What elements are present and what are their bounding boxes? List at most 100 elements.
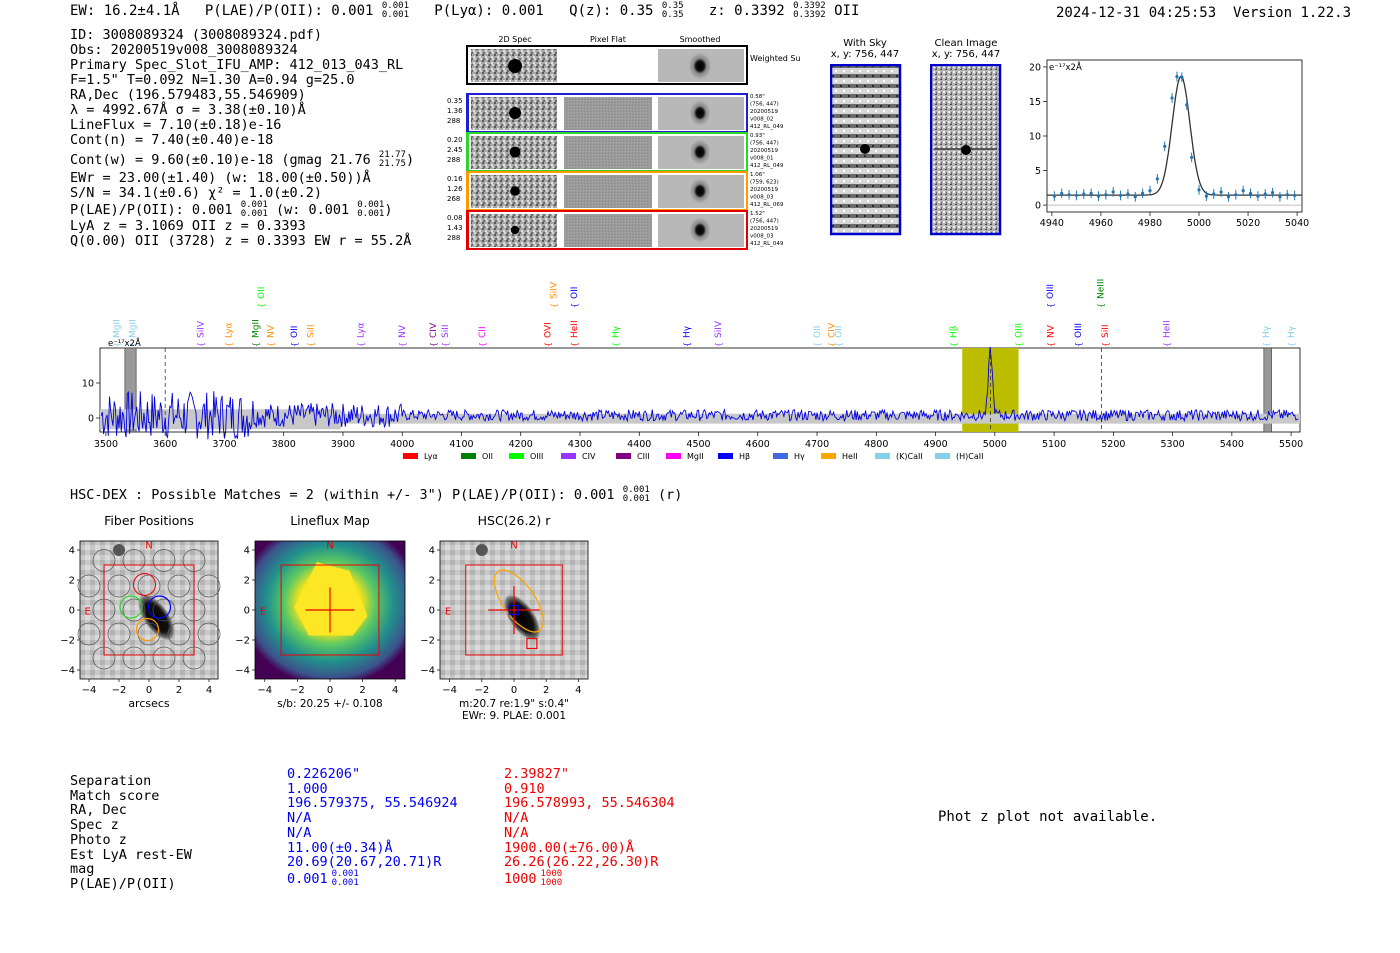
search-box (280, 564, 380, 656)
panel-ytick-label: 2 (244, 576, 250, 587)
full-xtick-label: 3700 (212, 439, 236, 450)
panel-ytick-label: 0 (69, 606, 75, 617)
legend-swatch (461, 453, 476, 459)
full-spectrum-chart: MgII {MgII {SiIV {Lyα {MgII {NV {OII {SiII {Lyα {… (82, 279, 1303, 461)
legend-swatch (718, 453, 733, 459)
zoom-point (1234, 193, 1238, 197)
cutout-row-right-label: v008_03 (750, 195, 774, 201)
match-label: P(LAE)/P(OII) (70, 875, 176, 892)
cutout-row-right-label: 20200519 (750, 226, 778, 232)
legend-label: CIV (582, 452, 596, 461)
zoom-point (1293, 193, 1297, 198)
match-value: N/A (504, 810, 529, 827)
info-primary: Primary Spec_Slot_IFU_AMP: 412_013_043_R… (70, 57, 404, 73)
neighbor-source (475, 544, 488, 556)
cutout-row-right-label: 0.93" (750, 133, 765, 139)
full-xtick-label: 3500 (94, 439, 118, 450)
line-label-upper: SiIV (549, 281, 559, 299)
line-label-tick: { (290, 342, 299, 347)
full-xtick-label: 5300 (1160, 439, 1184, 450)
cutout-row-accent (467, 94, 469, 132)
zoom-point (1141, 191, 1145, 195)
zoom-xtick-label: 4960 (1089, 218, 1113, 229)
info-obs: Obs: 20200519v008_3008089324 (70, 42, 298, 58)
panel-xtick-label: 0 (327, 685, 333, 696)
cutout-row-right-label: 412_RL_049 (750, 241, 784, 247)
line-label: CIV (429, 322, 439, 338)
with-sky-xy: x, y: 756, 447 (830, 49, 900, 60)
legend-swatch (773, 453, 788, 459)
fiber-circle (152, 549, 176, 572)
panel-xtick-label: 0 (511, 685, 517, 696)
panel-ytick-label: 4 (429, 546, 435, 557)
line-label-tick: { (251, 342, 260, 347)
line-label: Hγ (1287, 325, 1297, 338)
zoom-point (1163, 144, 1167, 148)
match-value: N/A (287, 824, 312, 841)
line-label-tick: { (478, 342, 487, 347)
line-label: Hβ (949, 325, 959, 338)
header-plae: P(LAE)/P(OII): 0.001 (204, 3, 374, 19)
panel-ytick-label: 2 (69, 576, 75, 587)
panel-ytick-label: 4 (244, 546, 250, 557)
cutout-row-right-label: v008_03 (750, 234, 774, 240)
panel-xtick-label: 2 (359, 685, 365, 696)
line-label-tick: { (113, 342, 122, 347)
header-plya: P(Lyα): 0.001 (434, 3, 544, 19)
zoom-point (1155, 177, 1159, 181)
full-xtick-label: 4000 (390, 439, 414, 450)
panel-ytick-label: −2 (235, 636, 250, 647)
match-value: N/A (287, 810, 312, 827)
full-ytick-label: 0 (88, 414, 94, 425)
match-value-bounds: 1000 1000 (540, 868, 563, 888)
match-label: mag (70, 861, 95, 878)
line-label: SiII (441, 324, 451, 338)
zoom-ytick-label: 5 (1035, 166, 1041, 177)
panel-ytick-label: −4 (60, 666, 75, 677)
match-label: RA, Dec (70, 802, 127, 819)
line-label-upper-tick: { (1046, 303, 1055, 308)
info-block: ID: 3008089324 (3008089324.pdf) Obs: 202… (70, 28, 414, 249)
panel-frame (439, 540, 589, 680)
fiber-circle (107, 622, 131, 646)
panel-xtick-label: −4 (442, 685, 457, 696)
info-ewr: EWr = 23.00(±1.40) (w: 18.00(±0.50))Å (70, 170, 371, 186)
zoom-xtick-label: 4940 (1040, 218, 1064, 229)
line-label-tick: { (441, 342, 450, 347)
with-sky-image (830, 64, 902, 236)
line-label: SiIV (197, 320, 207, 338)
legend-label: OII (482, 452, 493, 461)
match-value: 11.00(±0.34)Å (287, 839, 393, 856)
fiber-circle (152, 646, 176, 670)
cutout-smoothed-source (689, 139, 711, 165)
panel-caption: s/b: 20.25 +/- 0.108 (277, 698, 382, 710)
line-label-upper-tick: { (549, 303, 558, 308)
cutout-row-left-label: 1.43 (447, 224, 463, 232)
line-label-tick: { (267, 342, 276, 347)
line-label: MgII (251, 319, 261, 338)
cutout-row-left-label: 2.45 (447, 146, 463, 154)
full-xtick-label: 4600 (746, 439, 770, 450)
line-label: CII (478, 326, 488, 338)
cutout-row-right-label: 20200519 (750, 187, 778, 193)
header-timestamp: 2024-12-31 04:25:53 Version 1.22.3 (1056, 5, 1352, 21)
line-label: HeII (570, 320, 580, 338)
info-id: ID: 3008089324 (3008089324.pdf) (70, 27, 322, 43)
cutout-smoothed-source (689, 178, 711, 204)
zoom-point (1170, 96, 1174, 100)
match-col-2: 2.39827" 0.910 196.578993, 55.546304 N/A N/A… (504, 767, 675, 888)
line-label-tick: { (129, 342, 138, 347)
zoom-point (1263, 192, 1267, 196)
zoom-point (1126, 192, 1130, 196)
header-z-bounds: 0.3392 0.3392 (793, 1, 826, 20)
zoom-point (1185, 103, 1189, 107)
panel-ytick-label: 0 (429, 606, 435, 617)
line-label-upper-tick: { (570, 303, 579, 308)
line-label: Hγ (612, 325, 622, 338)
line-label: SiII (1101, 324, 1111, 338)
match-value: 20.69(20.67,20.71)R (287, 854, 442, 871)
cutout-row-right-label: 1.52" (750, 211, 765, 217)
full-xtick-label: 4400 (627, 439, 651, 450)
panel-xtick-label: −2 (112, 685, 127, 696)
line-label: Hγ (1262, 325, 1272, 338)
